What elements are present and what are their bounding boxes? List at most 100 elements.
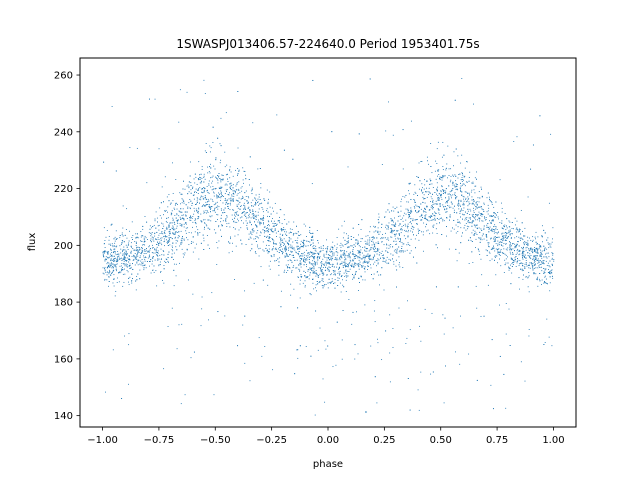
data-point xyxy=(359,251,361,253)
data-point xyxy=(347,166,349,168)
data-point xyxy=(119,272,121,274)
data-point xyxy=(229,209,231,211)
data-point xyxy=(357,263,359,265)
data-point xyxy=(523,251,525,253)
data-point xyxy=(330,264,332,266)
data-point xyxy=(506,233,508,235)
data-point xyxy=(479,206,481,208)
data-point xyxy=(127,242,129,244)
data-point xyxy=(222,224,223,226)
data-point xyxy=(425,205,427,207)
data-point xyxy=(231,218,233,220)
data-point xyxy=(262,208,264,210)
data-point xyxy=(368,244,370,246)
data-point xyxy=(358,263,360,265)
data-point xyxy=(443,333,445,335)
data-point xyxy=(158,245,160,246)
data-point xyxy=(332,258,334,260)
data-point xyxy=(316,261,318,263)
data-point xyxy=(501,241,503,243)
data-point xyxy=(501,222,503,224)
data-point xyxy=(248,179,250,180)
data-point xyxy=(411,223,412,225)
data-point xyxy=(551,263,553,265)
data-point xyxy=(435,286,437,288)
data-point xyxy=(125,260,127,262)
data-point xyxy=(322,285,324,287)
data-point xyxy=(328,257,330,258)
data-point xyxy=(229,192,231,194)
data-point xyxy=(520,209,522,211)
data-point xyxy=(463,203,465,205)
data-point xyxy=(536,278,537,280)
data-point xyxy=(202,205,204,207)
data-point xyxy=(409,329,411,331)
data-point xyxy=(520,233,522,235)
data-point xyxy=(446,217,448,218)
data-point xyxy=(267,225,268,226)
data-point xyxy=(203,175,205,177)
data-point xyxy=(480,186,482,188)
data-point xyxy=(522,252,524,253)
data-point xyxy=(548,244,550,245)
data-point xyxy=(238,188,240,190)
data-point xyxy=(110,263,112,265)
data-point xyxy=(505,243,507,245)
data-point xyxy=(314,261,316,263)
data-point xyxy=(331,257,333,259)
data-point xyxy=(434,191,436,193)
data-point xyxy=(317,275,319,277)
data-point xyxy=(519,238,521,240)
data-point xyxy=(186,211,188,213)
data-point xyxy=(550,133,552,135)
data-point xyxy=(160,237,162,239)
data-point xyxy=(265,247,267,249)
data-point xyxy=(332,280,334,282)
data-point xyxy=(143,257,145,259)
data-point xyxy=(379,252,381,254)
data-point xyxy=(310,232,311,234)
data-point xyxy=(520,268,522,270)
data-point xyxy=(367,235,369,237)
data-point xyxy=(365,411,366,413)
data-point xyxy=(450,201,452,203)
data-point xyxy=(390,231,392,233)
data-point xyxy=(471,251,473,253)
data-point xyxy=(263,222,264,224)
data-point xyxy=(378,221,380,223)
data-point xyxy=(164,230,166,231)
data-point xyxy=(209,145,211,147)
data-point xyxy=(267,220,269,222)
data-point xyxy=(319,281,321,283)
data-point xyxy=(229,226,231,228)
data-point xyxy=(463,196,465,198)
data-point xyxy=(144,216,146,217)
data-point xyxy=(535,263,536,265)
data-point xyxy=(330,282,331,284)
data-point xyxy=(489,260,491,262)
data-point xyxy=(255,224,257,226)
data-point xyxy=(306,276,308,278)
data-point xyxy=(373,237,375,239)
data-point xyxy=(166,236,168,238)
data-point xyxy=(212,180,214,182)
data-point xyxy=(110,274,112,276)
data-point xyxy=(291,232,293,234)
data-point xyxy=(215,202,217,204)
data-point xyxy=(532,144,534,146)
data-point xyxy=(364,259,366,261)
data-point xyxy=(450,230,452,232)
data-point xyxy=(111,223,113,225)
data-point xyxy=(188,191,190,193)
data-point xyxy=(381,236,383,238)
data-point xyxy=(188,244,190,246)
data-point xyxy=(450,168,452,170)
data-point xyxy=(246,227,248,229)
data-point xyxy=(315,248,317,250)
data-point xyxy=(543,282,545,284)
data-point xyxy=(197,198,199,200)
data-point xyxy=(513,260,515,262)
data-point xyxy=(256,226,258,228)
data-point xyxy=(369,231,371,233)
data-point xyxy=(432,213,434,215)
